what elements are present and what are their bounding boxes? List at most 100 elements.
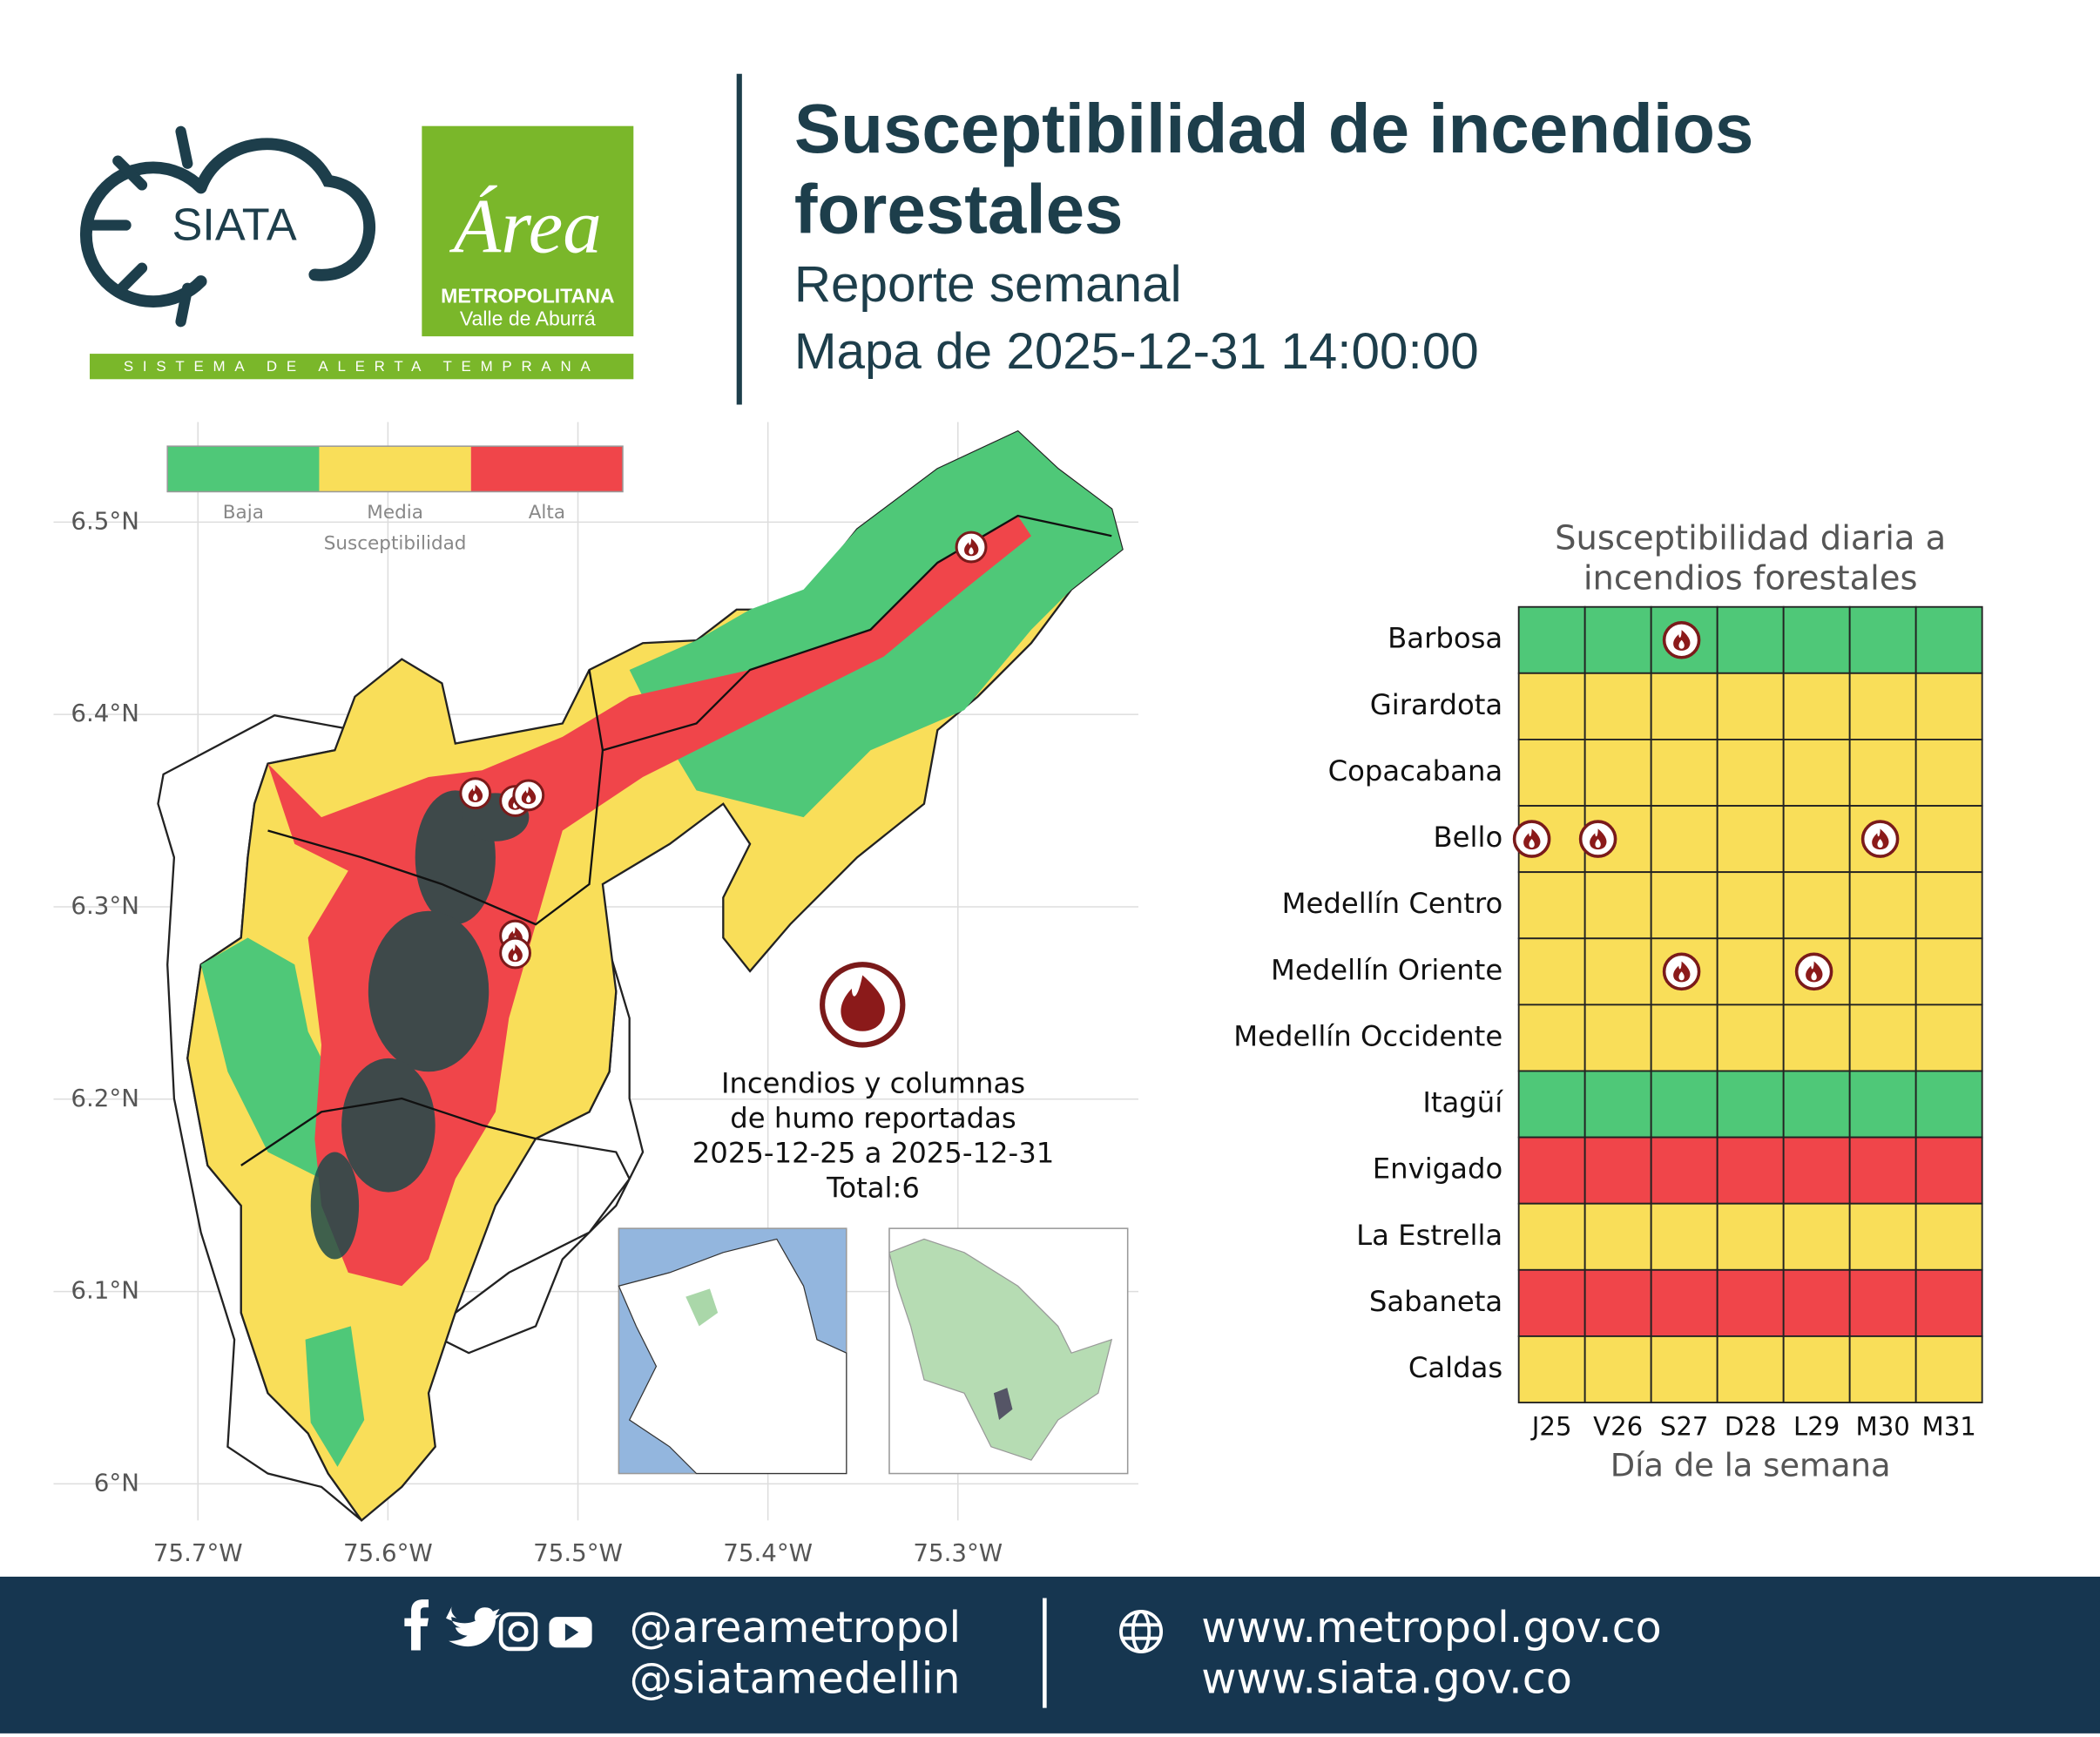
heatmap-cell bbox=[1583, 1335, 1652, 1403]
fire-icon bbox=[955, 531, 988, 564]
fire-icon-flame bbox=[1673, 630, 1691, 651]
legend-label: Media bbox=[367, 502, 423, 524]
globe-icon bbox=[1119, 1609, 1164, 1653]
row-label: La Estrella bbox=[1356, 1219, 1502, 1252]
heatmap-cell bbox=[1716, 1070, 1785, 1139]
legend-title: Susceptibilidad bbox=[324, 532, 467, 554]
fire-icon-core bbox=[526, 794, 531, 803]
heatmap-cell bbox=[1517, 1070, 1586, 1139]
heatmap-cell bbox=[1517, 605, 1586, 674]
legend-frame bbox=[166, 445, 624, 493]
x-tick-label: L29 bbox=[1793, 1411, 1840, 1441]
logo-ray bbox=[175, 125, 193, 169]
fire-icon bbox=[512, 779, 545, 812]
heatmap-cell bbox=[1782, 1202, 1851, 1271]
fire-icon bbox=[1512, 820, 1551, 858]
heatmap-cell bbox=[1782, 1335, 1851, 1403]
logo-ray bbox=[175, 282, 193, 328]
annotation-text: Total:6 bbox=[826, 1172, 920, 1205]
heatmap-cell bbox=[1848, 605, 1917, 674]
social-handle: @siatamedellin bbox=[630, 1653, 961, 1703]
fire-icon bbox=[1578, 820, 1617, 858]
heatmap-cell bbox=[1848, 1268, 1917, 1337]
heatmap-cell bbox=[1650, 672, 1718, 740]
heatmap-cell bbox=[1716, 937, 1785, 1006]
heatmap-cell bbox=[1583, 1004, 1652, 1072]
heatmap-cell bbox=[1914, 937, 1983, 1006]
map-boundary bbox=[240, 1097, 537, 1166]
heatmap-cell bbox=[1716, 1136, 1785, 1205]
row-label: Medellín Oriente bbox=[1271, 953, 1502, 986]
heatmap-title: incendios forestales bbox=[1583, 558, 1918, 598]
heatmap-cell bbox=[1716, 1268, 1785, 1337]
row-label: Medellín Centro bbox=[1282, 887, 1503, 920]
heatmap-cell bbox=[1716, 871, 1785, 940]
title: forestales bbox=[794, 170, 1124, 247]
heatmap-cell bbox=[1583, 1070, 1652, 1139]
facebook-icon bbox=[404, 1599, 429, 1651]
heatmap-cell bbox=[1782, 805, 1851, 874]
logo-cloud bbox=[79, 138, 375, 308]
heatmap-cell bbox=[1782, 1136, 1851, 1205]
inset-land bbox=[618, 1238, 847, 1475]
annotation-text: Incendios y columnas bbox=[721, 1067, 1025, 1100]
map-legend: Baja Media Alta Susceptibilidad bbox=[166, 445, 624, 554]
logo-text: SISTEMA DE ALERTA TEMPRANA bbox=[124, 358, 600, 375]
heatmap-cell bbox=[1583, 672, 1652, 740]
url[interactable]: www.siata.gov.co bbox=[1201, 1653, 1572, 1703]
heatmap-cell bbox=[1716, 1335, 1785, 1403]
fire-icon bbox=[499, 936, 531, 970]
heatmap-cell bbox=[1782, 871, 1851, 940]
fire-icon-core bbox=[1678, 971, 1685, 981]
heatmap-cell bbox=[1782, 739, 1851, 807]
heatmap-cell bbox=[1848, 672, 1917, 740]
x-tick-label: D28 bbox=[1725, 1411, 1777, 1441]
map-boundary bbox=[588, 669, 604, 751]
heatmap-cell bbox=[1782, 1004, 1851, 1072]
heatmap-cell bbox=[1583, 1136, 1652, 1205]
url[interactable]: www.metropol.gov.co bbox=[1201, 1602, 1661, 1653]
row-label: Barbosa bbox=[1388, 622, 1502, 655]
x-tick-label: 75.5°W bbox=[533, 1538, 623, 1567]
heatmap-cell bbox=[1914, 1202, 1983, 1271]
fire-icon bbox=[1860, 820, 1900, 858]
x-tick-label: 75.4°W bbox=[723, 1538, 813, 1567]
heatmap-cell bbox=[1716, 672, 1785, 740]
heatmap-cell bbox=[1650, 1004, 1718, 1072]
legend-swatch bbox=[470, 446, 623, 492]
row-label: Caldas bbox=[1408, 1351, 1502, 1384]
heatmap-cell bbox=[1914, 871, 1983, 940]
fire-icon-flame bbox=[1590, 828, 1607, 850]
heatmap-cell bbox=[1782, 1268, 1851, 1337]
heatmap-cell bbox=[1517, 1136, 1586, 1205]
row-label: Girardota bbox=[1370, 688, 1502, 721]
map-urban bbox=[310, 790, 530, 1260]
heatmap-cell bbox=[1583, 937, 1652, 1006]
fire-icon-flame bbox=[521, 787, 537, 805]
twitter-icon bbox=[446, 1605, 502, 1647]
heatmap-cell bbox=[1517, 1335, 1586, 1403]
fire-icon-core bbox=[1877, 839, 1883, 848]
x-tick-label: J25 bbox=[1530, 1411, 1572, 1441]
fire-icon-core bbox=[969, 547, 974, 555]
heatmap-cell bbox=[1517, 739, 1586, 807]
fire-icon-core bbox=[1595, 839, 1601, 848]
y-tick-label: 6.3°N bbox=[71, 891, 139, 920]
fire-icon bbox=[1662, 952, 1701, 991]
heatmap-cell bbox=[1914, 1070, 1983, 1139]
fire-icon-core bbox=[1811, 971, 1817, 981]
legend-label: Baja bbox=[223, 502, 264, 524]
x-tick-label: 75.3°W bbox=[913, 1538, 1003, 1567]
heatmap-cell bbox=[1517, 871, 1586, 940]
logo-text: Valle de Aburrá bbox=[460, 308, 596, 330]
heatmap-cell bbox=[1583, 871, 1652, 940]
social-handle: @areametropol bbox=[630, 1602, 962, 1653]
heatmap-cell bbox=[1848, 739, 1917, 807]
footer bbox=[0, 1576, 2100, 1734]
fire-icon-core bbox=[1529, 839, 1535, 848]
map-urban-area bbox=[368, 910, 490, 1072]
inset-region bbox=[685, 1288, 719, 1327]
map-date: Mapa de 2025-12-31 14:00:00 bbox=[794, 323, 1479, 380]
